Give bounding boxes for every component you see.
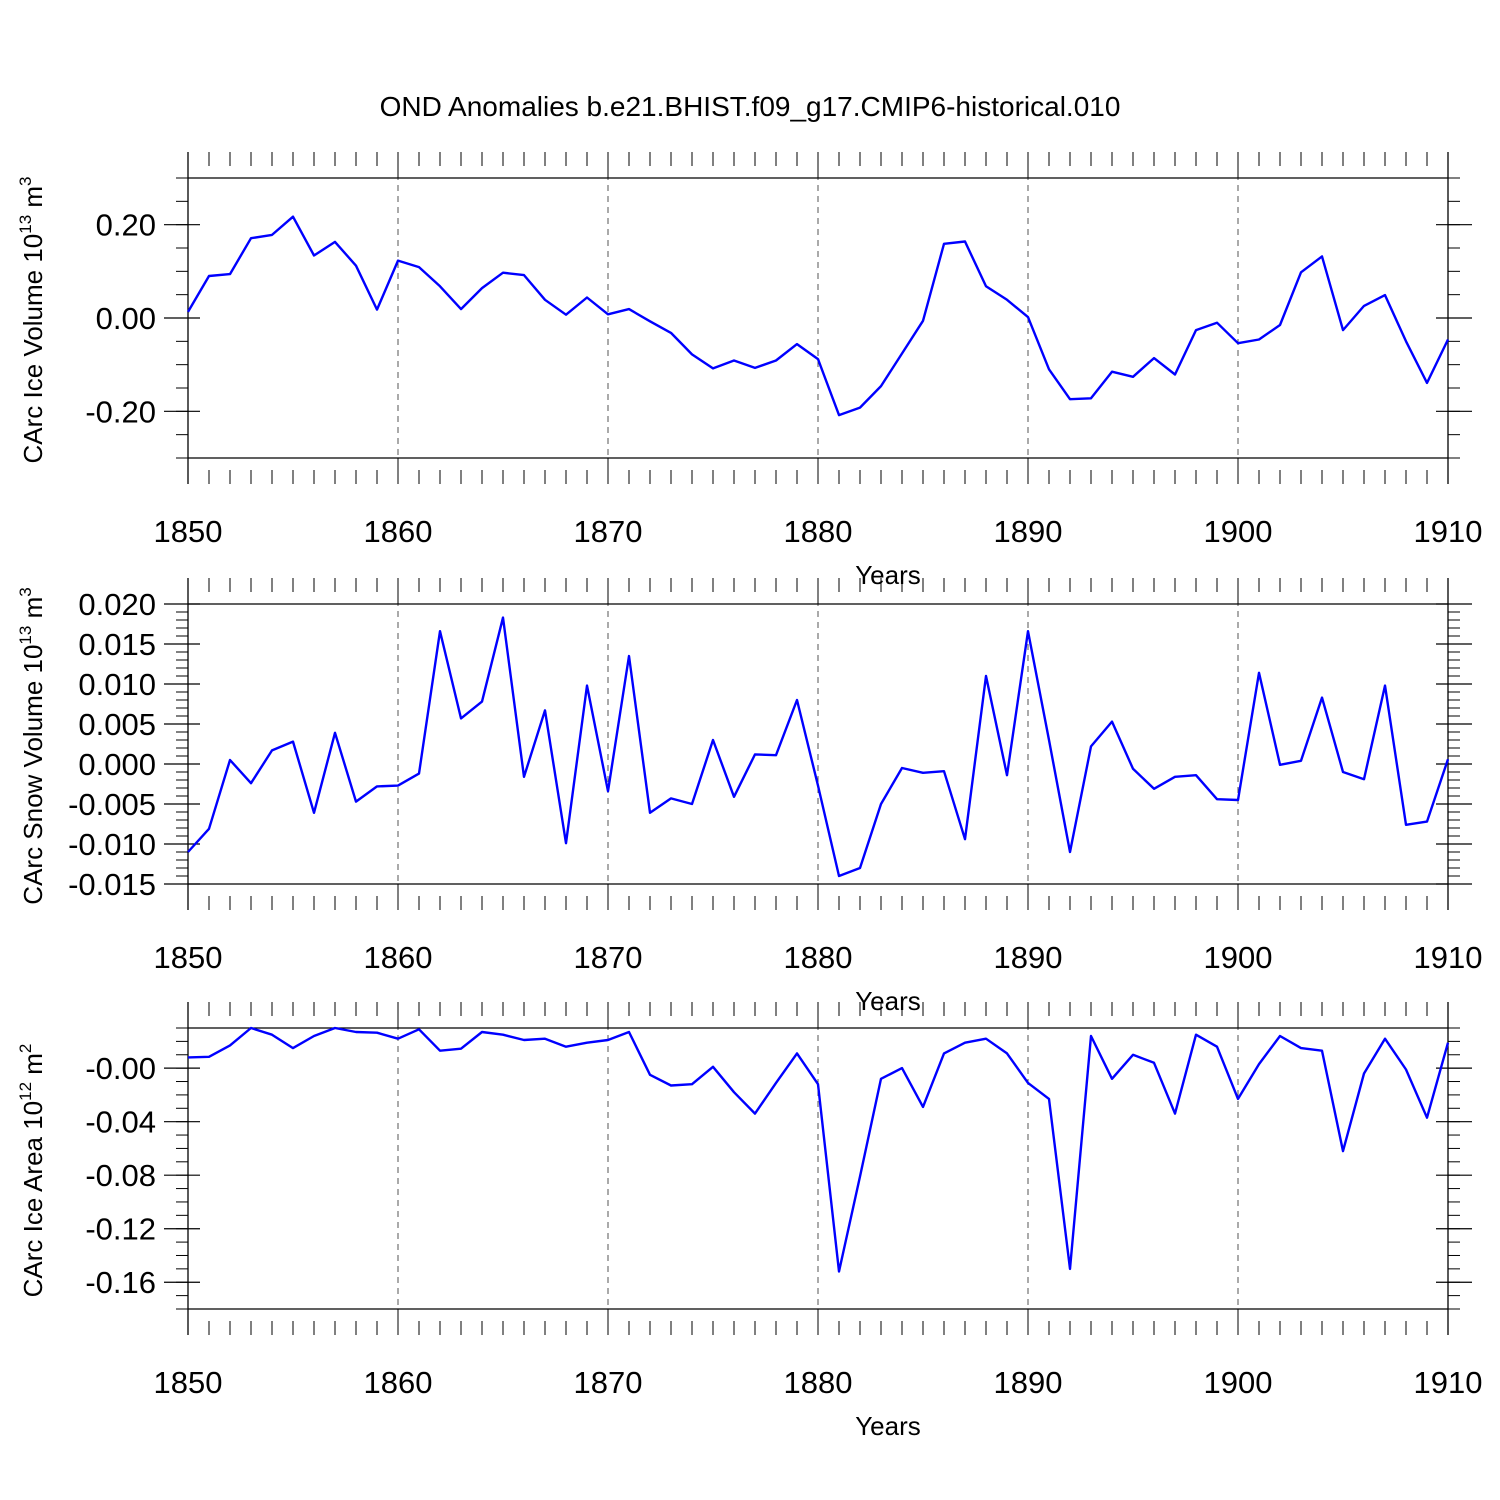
y-tick-label: -0.16: [85, 1265, 156, 1300]
x-tick-label: 1870: [574, 514, 643, 549]
y-axis-label-unit-exponent: 3: [16, 176, 35, 185]
x-axis-label: Years: [855, 560, 921, 590]
x-tick-label: 1870: [574, 940, 643, 975]
x-tick-label: 1860: [364, 514, 433, 549]
y-tick-label: -0.08: [85, 1158, 156, 1193]
x-tick-label: 1890: [994, 1365, 1063, 1400]
x-tick-label: 1850: [154, 1365, 223, 1400]
y-tick-label: -0.00: [85, 1051, 156, 1086]
y-tick-label: -0.010: [68, 827, 156, 862]
x-tick-label: 1850: [154, 940, 223, 975]
y-axis-label-unit: m: [18, 597, 48, 626]
x-tick-label: 1900: [1204, 514, 1273, 549]
chart-title: OND Anomalies b.e21.BHIST.f09_g17.CMIP6-…: [380, 91, 1121, 122]
y-axis-label-text: CArc Ice Area 10: [18, 1101, 48, 1298]
y-tick-label: -0.20: [85, 394, 156, 429]
y-axis-label: CArc Ice Area 1012 m2: [16, 1044, 48, 1298]
x-axis-label: Years: [855, 986, 921, 1016]
y-axis-label-unit: m: [18, 186, 48, 215]
x-tick-label: 1880: [784, 514, 853, 549]
y-axis-label-unit-exponent: 2: [16, 1044, 35, 1053]
x-axis-label: Years: [855, 1411, 921, 1441]
x-tick-label: 1900: [1204, 1365, 1273, 1400]
x-tick-label: 1890: [994, 514, 1063, 549]
x-tick-label: 1910: [1414, 940, 1483, 975]
y-tick-label: -0.12: [85, 1212, 156, 1247]
y-axis-label-exponent: 12: [16, 1082, 35, 1101]
x-tick-label: 1880: [784, 1365, 853, 1400]
x-tick-label: 1880: [784, 940, 853, 975]
x-tick-label: 1900: [1204, 940, 1273, 975]
y-axis-label: CArc Snow Volume 1013 m3: [16, 587, 48, 904]
y-tick-label: 0.010: [78, 667, 156, 702]
y-tick-label: 0.020: [78, 587, 156, 622]
y-tick-label: 0.20: [96, 208, 156, 243]
y-axis-label: CArc Ice Volume 1013 m3: [16, 176, 48, 463]
y-axis-label-text: CArc Snow Volume 10: [18, 645, 48, 905]
x-tick-label: 1890: [994, 940, 1063, 975]
y-tick-label: -0.015: [68, 867, 156, 902]
y-tick-label: -0.04: [85, 1105, 156, 1140]
x-tick-label: 1850: [154, 514, 223, 549]
panel-ice-area: -0.00 -0.04 -0.08 -0.12 -0.16 1850 1860 1870 188…: [16, 1002, 1482, 1441]
x-tick-label: 1870: [574, 1365, 643, 1400]
series-line-ice-area: [187, 1026, 1450, 1273]
y-tick-label: 0.015: [78, 627, 156, 662]
y-axis-label-text: CArc Ice Volume 10: [18, 234, 48, 464]
series-line-ice-volume: [186, 215, 1450, 417]
y-tick-label: 0.000: [78, 747, 156, 782]
y-axis-label-unit-exponent: 3: [16, 587, 35, 596]
y-axis-label-unit: m: [18, 1053, 48, 1082]
y-tick-label: -0.005: [68, 787, 156, 822]
y-tick-label: 0.00: [96, 301, 156, 336]
y-axis-label-exponent: 13: [16, 215, 35, 234]
panel-snow-volume: 0.020 0.015 0.010 0.005 0.000 -0.005 -0.010 -0.…: [16, 578, 1482, 1016]
x-tick-label: 1910: [1414, 1365, 1483, 1400]
panel-ice-volume: 0.20 0.00 -0.20 1850 1860 1870 1880 1890 1900 191…: [16, 152, 1482, 590]
y-tick-label: 0.005: [78, 707, 156, 742]
x-tick-label: 1860: [364, 1365, 433, 1400]
x-tick-label: 1910: [1414, 514, 1483, 549]
series-line-snow-volume: [187, 616, 1450, 878]
y-axis-label-exponent: 13: [16, 626, 35, 645]
x-tick-label: 1860: [364, 940, 433, 975]
